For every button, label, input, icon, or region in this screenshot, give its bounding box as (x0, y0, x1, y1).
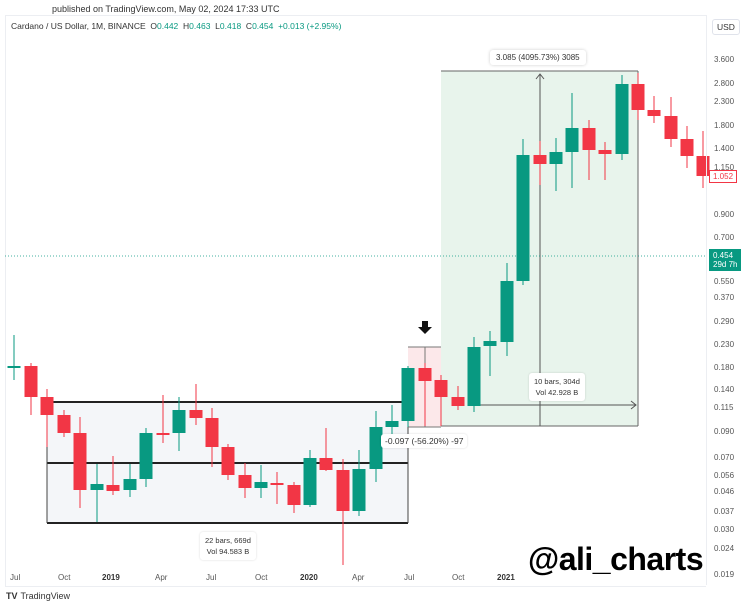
arrow-down-icon (418, 321, 432, 334)
candle (7, 366, 21, 368)
price-tick: 0.056 (714, 471, 735, 480)
price-tick: 0.140 (714, 385, 735, 394)
price-tick: 0.370 (714, 293, 735, 302)
candle (24, 366, 38, 397)
time-tick: Oct (255, 573, 268, 582)
low-value: 0.418 (219, 21, 242, 31)
candle (40, 397, 54, 415)
currency-button[interactable]: USD (712, 19, 740, 35)
candle (647, 110, 661, 116)
tradingview-logo[interactable]: TV TradingView (6, 591, 71, 601)
drop-measure-label: -0.097 (-56.20%) -97 (381, 434, 468, 448)
candle (319, 458, 333, 470)
candle (73, 433, 87, 490)
candle (287, 485, 301, 505)
candle (369, 427, 383, 469)
candle (385, 421, 399, 427)
price-tick: 0.900 (714, 210, 735, 219)
candle (221, 447, 235, 475)
price-tick: 1.400 (714, 144, 735, 153)
time-tick: Oct (58, 573, 71, 582)
time-tick: Jul (206, 573, 217, 582)
high-value: 0.463 (189, 21, 211, 31)
candle (500, 281, 514, 342)
candle (582, 128, 596, 150)
time-tick: Jul (10, 573, 21, 582)
rise-stats-label: 10 bars, 304d Vol 42.928 B (529, 373, 585, 401)
price-tick: 1.150 (714, 163, 735, 172)
candle (270, 483, 284, 485)
candle (451, 397, 465, 406)
candle (336, 470, 350, 511)
bar-countdown: 29d 7h (713, 260, 738, 269)
symbol-title: Cardano / US Dollar, 1M, BINANCE (11, 21, 146, 31)
candle (205, 418, 219, 447)
time-tick: Oct (452, 573, 465, 582)
candle (467, 347, 481, 406)
candle (401, 368, 415, 421)
chart-frame (5, 15, 706, 587)
time-tick: 2021 (497, 573, 515, 582)
candle (254, 482, 268, 488)
price-tick: 0.290 (714, 317, 735, 326)
open-value: 0.442 (157, 21, 179, 31)
time-tick: Apr (352, 573, 365, 582)
price-tick: 0.550 (714, 277, 735, 286)
candle (156, 433, 170, 435)
candle (680, 139, 694, 156)
price-tick: 2.300 (714, 97, 735, 106)
candle (483, 341, 497, 346)
candle (565, 128, 579, 152)
price-tick: 0.115 (714, 403, 734, 412)
close-value: 0.454 (252, 21, 274, 31)
price-tick: 2.800 (714, 79, 735, 88)
symbol-legend: Cardano / US Dollar, 1M, BINANCE O0.442 … (11, 21, 342, 31)
candle (516, 155, 530, 281)
candle (90, 484, 104, 490)
price-tick: 0.180 (714, 363, 735, 372)
candle (123, 479, 137, 490)
price-tick: 1.800 (714, 121, 735, 130)
price-tick: 3.600 (714, 55, 735, 64)
marker-price-label: 1.052 (709, 170, 738, 183)
candle (549, 152, 563, 164)
price-tick: 0.046 (714, 487, 735, 496)
candle (434, 380, 448, 397)
candle (664, 116, 678, 139)
price-tick: 0.037 (714, 507, 735, 516)
range-stats-label: 22 bars, 669d Vol 94.583 B (200, 532, 256, 560)
rise-measure-label: 3.085 (4095.73%) 3085 (490, 50, 586, 65)
candle (189, 410, 203, 418)
candle (238, 475, 252, 488)
author-watermark: @ali_charts (528, 541, 704, 577)
current-price-label: 0.454 29d 7h (709, 249, 742, 271)
tv-logo-icon: TV (6, 591, 18, 601)
candle (106, 485, 120, 491)
time-tick: 2019 (102, 573, 120, 582)
candle (303, 458, 317, 505)
price-tick: 0.230 (714, 340, 735, 349)
candle (631, 84, 645, 110)
price-axis[interactable] (706, 15, 750, 585)
time-tick: 2020 (300, 573, 318, 582)
time-tick: Jul (404, 573, 415, 582)
candle (172, 410, 186, 433)
price-tick: 0.090 (714, 427, 735, 436)
candle (139, 433, 153, 479)
candle (57, 415, 71, 433)
price-tick: 0.024 (714, 544, 735, 553)
candle (598, 150, 612, 154)
time-tick: Apr (155, 573, 168, 582)
candle (615, 84, 629, 154)
candle (533, 155, 547, 164)
candle (352, 469, 366, 511)
price-tick: 0.070 (714, 453, 735, 462)
price-tick: 0.700 (714, 233, 735, 242)
candle (418, 368, 432, 381)
change-value: +0.013 (+2.95%) (278, 21, 342, 31)
price-tick: 0.019 (714, 570, 735, 579)
price-tick: 0.030 (714, 525, 735, 534)
published-info: published on TradingView.com, May 02, 20… (52, 4, 280, 14)
